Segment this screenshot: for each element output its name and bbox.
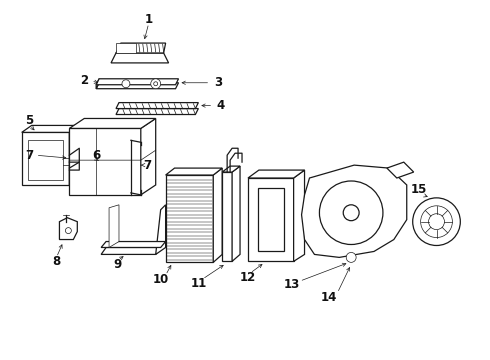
Text: 3: 3: [214, 76, 222, 89]
Text: 12: 12: [240, 271, 256, 284]
Polygon shape: [111, 53, 169, 63]
Polygon shape: [116, 103, 198, 109]
Polygon shape: [28, 140, 63, 180]
Circle shape: [122, 80, 130, 88]
Polygon shape: [156, 205, 166, 255]
Text: 5: 5: [25, 114, 34, 127]
Bar: [222, 172, 232, 261]
Circle shape: [65, 228, 72, 234]
Text: 9: 9: [114, 258, 122, 271]
Bar: [166, 175, 213, 262]
Polygon shape: [109, 205, 119, 247]
Polygon shape: [141, 118, 156, 195]
Polygon shape: [294, 170, 305, 261]
Polygon shape: [387, 162, 414, 178]
Polygon shape: [301, 165, 407, 257]
Polygon shape: [91, 162, 119, 167]
Polygon shape: [96, 79, 178, 85]
Text: 14: 14: [321, 291, 338, 303]
Polygon shape: [222, 166, 240, 172]
Circle shape: [319, 181, 383, 244]
Polygon shape: [232, 166, 240, 261]
Polygon shape: [22, 132, 70, 185]
Text: 2: 2: [80, 74, 88, 87]
Polygon shape: [116, 109, 198, 114]
Polygon shape: [91, 167, 119, 172]
Text: 15: 15: [411, 184, 427, 197]
Polygon shape: [101, 242, 166, 247]
Polygon shape: [70, 129, 141, 195]
Polygon shape: [248, 170, 305, 178]
Polygon shape: [59, 218, 77, 239]
Polygon shape: [213, 168, 222, 262]
Text: 13: 13: [284, 278, 300, 291]
Circle shape: [343, 205, 359, 221]
Circle shape: [429, 214, 444, 230]
Circle shape: [346, 252, 356, 262]
Text: 10: 10: [152, 273, 169, 286]
Polygon shape: [96, 79, 99, 89]
Circle shape: [413, 198, 460, 246]
Text: 8: 8: [52, 255, 61, 268]
Text: 7: 7: [25, 149, 34, 162]
Text: 7: 7: [144, 159, 152, 172]
Polygon shape: [70, 118, 156, 129]
Polygon shape: [96, 83, 178, 89]
Polygon shape: [166, 168, 222, 175]
Bar: [258, 188, 284, 251]
Polygon shape: [70, 125, 79, 185]
Text: 4: 4: [216, 99, 224, 112]
Circle shape: [420, 206, 452, 238]
Circle shape: [154, 82, 158, 86]
Bar: [116, 43, 136, 53]
Polygon shape: [101, 247, 161, 255]
Text: 6: 6: [92, 149, 100, 162]
Polygon shape: [22, 125, 79, 132]
Bar: [248, 178, 294, 261]
Polygon shape: [116, 43, 166, 53]
Text: 1: 1: [145, 13, 153, 26]
Text: 11: 11: [190, 277, 206, 290]
Circle shape: [151, 79, 161, 89]
